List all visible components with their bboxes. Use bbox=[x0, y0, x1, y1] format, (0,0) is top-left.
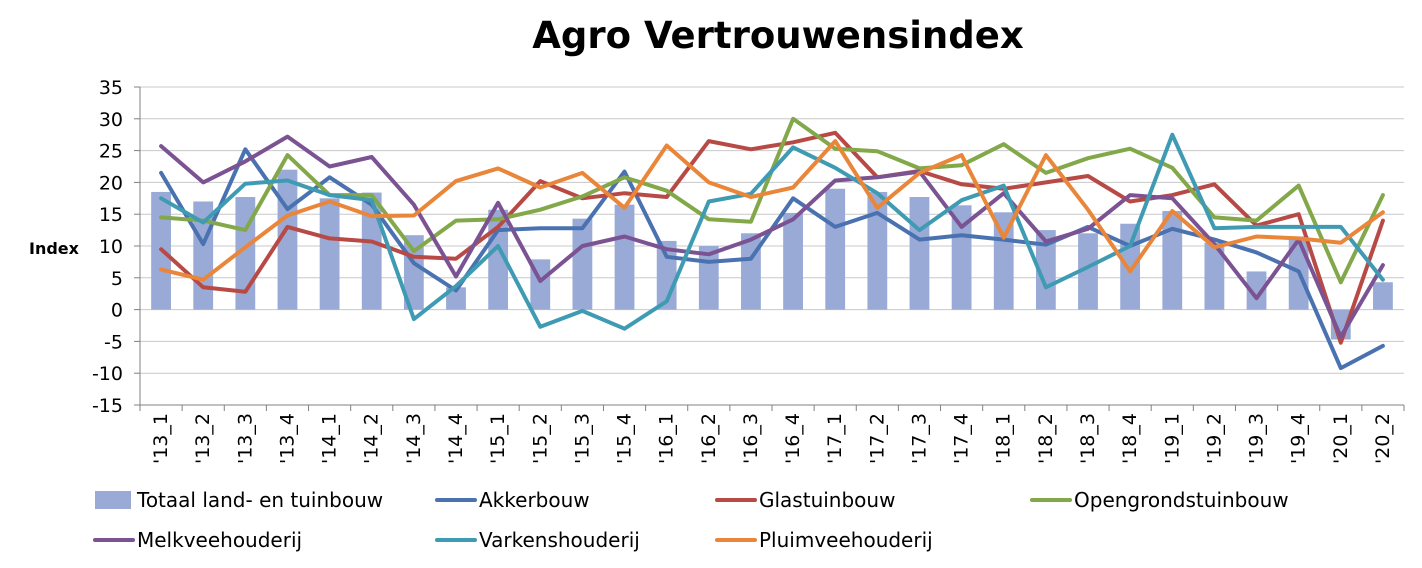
x-tick-label: '18_1 bbox=[993, 413, 1015, 464]
y-tick-label: -15 bbox=[92, 395, 123, 417]
legend-label: Melkveehouderij bbox=[137, 528, 302, 552]
x-tick-label: '17_4 bbox=[951, 413, 973, 464]
legend-swatch bbox=[95, 491, 131, 509]
series-line bbox=[159, 134, 1385, 339]
x-tick-label: '15_3 bbox=[571, 413, 593, 464]
bar bbox=[1120, 223, 1141, 310]
y-tick-label: 10 bbox=[99, 236, 123, 258]
x-tick-label: '19_1 bbox=[1161, 413, 1183, 464]
x-tick-label: '17_3 bbox=[908, 413, 930, 464]
legend: Totaal land- en tuinbouw Akkerbouw Glastui… bbox=[93, 488, 1289, 552]
y-tick-label: 0 bbox=[111, 300, 123, 322]
x-tick-label: '14_4 bbox=[445, 413, 467, 464]
y-tick-label: 30 bbox=[99, 109, 123, 131]
bar bbox=[446, 287, 466, 310]
bar bbox=[909, 197, 930, 310]
series-line bbox=[159, 130, 1385, 345]
series-line bbox=[159, 139, 1385, 282]
bar bbox=[1373, 282, 1393, 310]
x-tick-label: '19_2 bbox=[1203, 413, 1225, 464]
bar bbox=[1078, 233, 1098, 310]
legend-label: Totaal land- en tuinbouw bbox=[136, 488, 383, 512]
bar bbox=[741, 233, 761, 310]
bar bbox=[1162, 211, 1183, 310]
series-line bbox=[159, 116, 1385, 285]
x-tick-label: '15_4 bbox=[614, 413, 636, 464]
x-tick-label: '15_2 bbox=[529, 413, 551, 464]
x-tick-label: '14_3 bbox=[403, 413, 425, 464]
x-tick-label: '18_4 bbox=[1119, 413, 1141, 464]
bar bbox=[572, 218, 593, 310]
y-tick-label: 5 bbox=[111, 268, 123, 290]
y-tick-label: 20 bbox=[99, 172, 123, 194]
x-tick-label: '14_1 bbox=[319, 413, 341, 464]
y-tick-label: -5 bbox=[104, 331, 123, 353]
x-tick-label: '18_2 bbox=[1035, 413, 1057, 464]
bar bbox=[1204, 242, 1225, 310]
bar bbox=[361, 192, 382, 310]
gridlines bbox=[140, 86, 1404, 406]
x-tick-label: '16_2 bbox=[698, 413, 720, 464]
legend-label: Akkerbouw bbox=[479, 488, 590, 512]
x-tick-label: '13_2 bbox=[192, 413, 214, 464]
bar bbox=[783, 212, 803, 310]
x-tick-label: '13_1 bbox=[150, 413, 172, 464]
x-tick-label: '13_4 bbox=[276, 413, 298, 464]
legend-label: Opengrondstuinbouw bbox=[1074, 488, 1289, 512]
x-tick-label: '16_1 bbox=[656, 413, 678, 464]
bar bbox=[319, 198, 340, 310]
tick-labels: -15 -10 -5 0 5 10 15 20 25 30 35 '13_1 '13_2 '13_3 '13… bbox=[92, 77, 1394, 464]
x-tick-label: '16_3 bbox=[740, 413, 762, 464]
x-tick-label: '17_1 bbox=[824, 413, 846, 464]
line-series bbox=[159, 116, 1385, 371]
bar bbox=[825, 188, 846, 310]
x-tick-label: '15_1 bbox=[487, 413, 509, 464]
y-axis-label: Index bbox=[29, 239, 80, 258]
x-tick-label: '20_1 bbox=[1330, 413, 1352, 464]
series-line bbox=[159, 132, 1385, 331]
axes bbox=[134, 86, 1405, 411]
x-tick-label: '18_3 bbox=[1077, 413, 1099, 464]
x-tick-label: '16_4 bbox=[782, 413, 804, 464]
bar bbox=[1035, 230, 1056, 310]
x-tick-label: '14_2 bbox=[361, 413, 383, 464]
legend-label: Pluimveehouderij bbox=[759, 528, 933, 552]
bar bbox=[1246, 271, 1267, 310]
legend-label: Varkenshouderij bbox=[479, 528, 640, 552]
chart-title: Agro Vertrouwensindex bbox=[532, 14, 1024, 57]
bar bbox=[867, 191, 888, 310]
legend-label: Glastuinbouw bbox=[759, 488, 895, 512]
x-tick-label: '13_3 bbox=[234, 413, 256, 464]
bar bbox=[951, 205, 972, 310]
x-tick-label: '19_4 bbox=[1288, 413, 1310, 464]
y-tick-label: 35 bbox=[99, 77, 123, 99]
y-tick-label: -10 bbox=[92, 363, 123, 385]
x-tick-label: '20_2 bbox=[1372, 413, 1394, 464]
bar bbox=[614, 204, 635, 310]
bar bbox=[993, 212, 1014, 310]
x-tick-label: '19_3 bbox=[1246, 413, 1268, 464]
x-tick-label: '17_2 bbox=[866, 413, 888, 464]
y-tick-label: 15 bbox=[99, 204, 123, 226]
y-tick-label: 25 bbox=[99, 141, 123, 163]
